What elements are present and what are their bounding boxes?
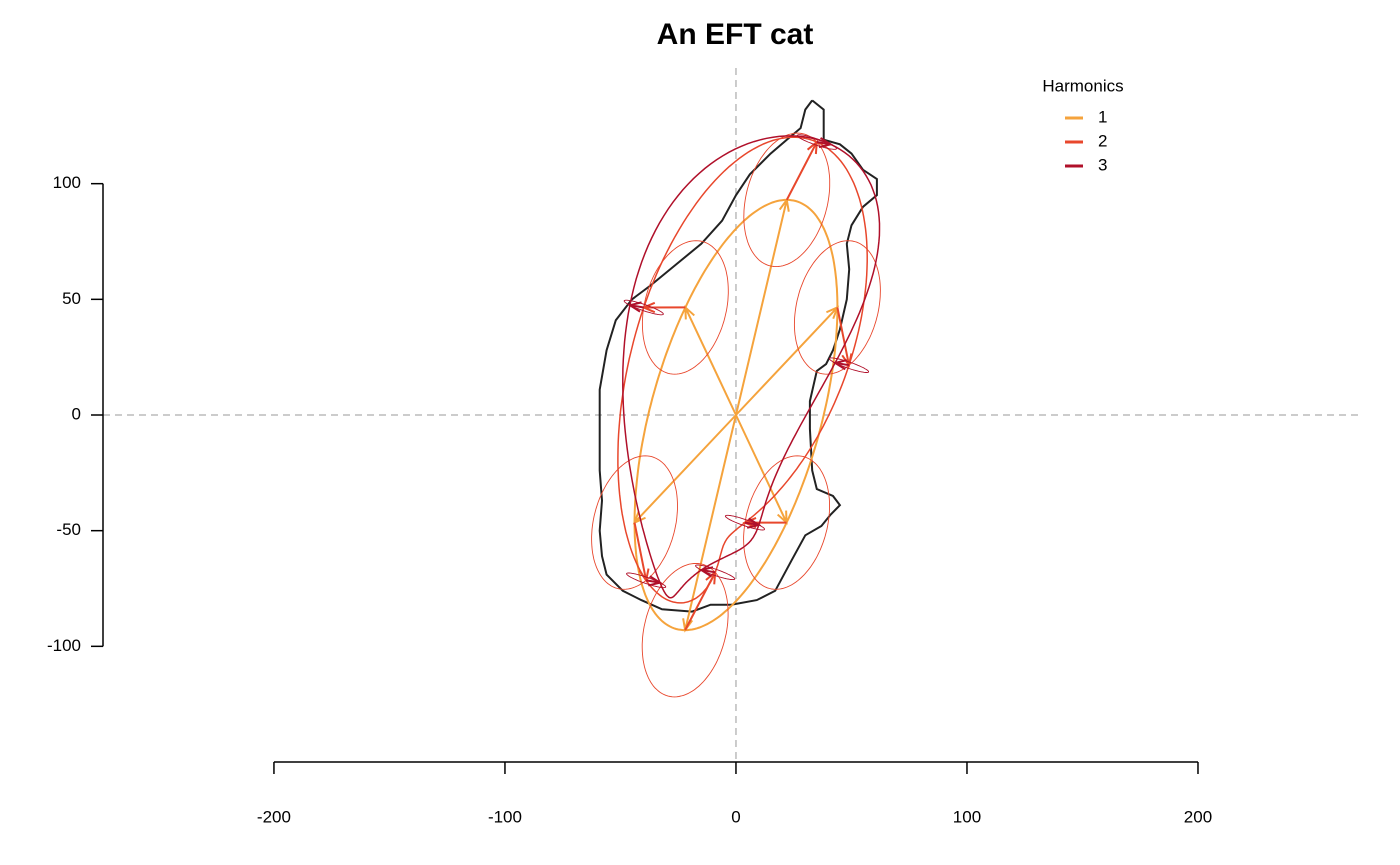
harmonic-ellipse [796,134,837,150]
harmonic-arrow [684,305,737,416]
harmonic-arrow [734,197,790,416]
harmonic-arrow [816,137,834,149]
legend-label: 2 [1098,131,1107,150]
legend-label: 3 [1098,155,1107,174]
harmonic-ellipse [724,514,766,531]
x-tick-label: -200 [257,807,291,826]
harmonic-ellipse [626,572,667,589]
x-tick-label: -100 [488,807,522,826]
x-tick-label: 100 [953,807,981,826]
legend-label: 1 [1098,107,1107,126]
chart-title: An EFT cat [657,18,814,51]
harmonic-arrow [698,566,716,578]
harmonic-arrow [645,575,663,587]
y-tick-label: -50 [56,520,81,539]
y-tick-label: -100 [47,636,81,655]
harmonic-arrow [735,305,840,416]
y-tick-label: 0 [72,404,81,423]
harmonic-arrow [785,139,819,201]
harmonic-arrow [744,517,762,529]
harmonic-arrow [682,414,737,633]
outline [598,99,878,613]
y-tick-label: 50 [62,289,81,308]
x-tick-label: 0 [731,807,740,826]
reconstruction [617,136,868,604]
legend-title: Harmonics [1042,76,1123,95]
harmonic-arrow [832,359,850,371]
y-tick-label: 100 [53,173,81,192]
harmonic-arrow [641,301,686,314]
harmonic-arrow [627,301,644,313]
harmonic-arrow [632,414,737,525]
harmonic-arrow [735,414,788,525]
x-tick-label: 200 [1184,807,1212,826]
